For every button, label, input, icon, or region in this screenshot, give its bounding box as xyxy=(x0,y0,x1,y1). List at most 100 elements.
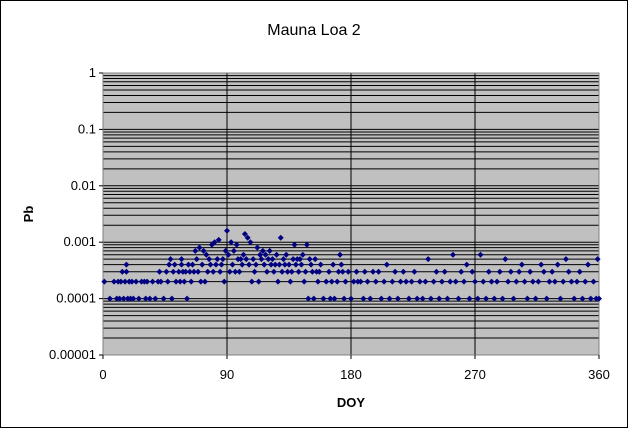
data-point xyxy=(188,278,195,285)
data-point xyxy=(447,278,454,285)
data-point xyxy=(408,278,415,285)
data-point xyxy=(507,268,514,275)
data-point xyxy=(353,268,360,275)
data-point xyxy=(331,295,338,302)
data-point xyxy=(416,278,423,285)
data-point xyxy=(419,295,426,302)
data-point xyxy=(360,295,367,302)
data-point xyxy=(438,278,445,285)
data-point xyxy=(203,251,210,258)
data-point xyxy=(303,241,310,248)
x-axis-label: DOY xyxy=(337,395,366,410)
data-point xyxy=(265,256,272,263)
data-point xyxy=(192,247,199,254)
data-point xyxy=(200,247,207,254)
data-point xyxy=(554,261,561,268)
data-point xyxy=(510,295,517,302)
data-point xyxy=(414,295,421,302)
y-tick-label: 0.01 xyxy=(71,178,96,193)
data-point xyxy=(306,256,313,263)
data-point xyxy=(133,278,140,285)
data-point xyxy=(505,278,512,285)
data-point xyxy=(156,268,163,275)
data-point xyxy=(339,268,346,275)
data-point xyxy=(284,268,291,275)
x-tick-label: 0 xyxy=(99,367,106,382)
data-point xyxy=(338,261,345,268)
data-point xyxy=(538,261,545,268)
data-point xyxy=(422,278,429,285)
data-point xyxy=(164,278,171,285)
data-point xyxy=(386,295,393,302)
data-point xyxy=(543,295,550,302)
data-points xyxy=(101,227,602,302)
data-point xyxy=(472,278,478,285)
data-point xyxy=(308,261,315,268)
data-point xyxy=(433,268,440,275)
data-point xyxy=(596,295,602,302)
data-point xyxy=(594,256,601,263)
data-point xyxy=(582,278,589,285)
data-point xyxy=(485,268,492,275)
data-point xyxy=(120,295,127,302)
y-axis-label: Pb xyxy=(21,206,36,223)
data-point xyxy=(370,268,377,275)
data-point xyxy=(341,295,348,302)
data-point xyxy=(204,268,211,275)
data-point xyxy=(279,268,286,275)
data-point xyxy=(345,268,352,275)
y-tick-label: 1 xyxy=(89,65,96,80)
data-point xyxy=(436,295,443,302)
data-point xyxy=(584,261,591,268)
data-point xyxy=(270,268,277,275)
data-point xyxy=(178,261,185,268)
data-point xyxy=(295,268,302,275)
data-point xyxy=(310,295,317,302)
data-point xyxy=(314,278,321,285)
data-point xyxy=(400,268,407,275)
data-point xyxy=(320,295,327,302)
data-point xyxy=(211,239,218,246)
data-point xyxy=(590,278,597,285)
data-point xyxy=(152,295,159,302)
data-point xyxy=(277,234,284,241)
data-point xyxy=(524,295,531,302)
data-point xyxy=(328,278,335,285)
data-point xyxy=(357,278,364,285)
data-point xyxy=(157,278,164,285)
data-point xyxy=(240,251,247,258)
data-point xyxy=(383,261,390,268)
data-point xyxy=(298,261,305,268)
data-point xyxy=(469,268,476,275)
data-point xyxy=(232,268,239,275)
data-point xyxy=(587,295,594,302)
data-point xyxy=(173,278,180,285)
data-point xyxy=(116,295,123,302)
data-point xyxy=(144,278,151,285)
data-point xyxy=(576,268,583,275)
data-point xyxy=(292,261,299,268)
data-point xyxy=(364,278,371,285)
data-point xyxy=(254,244,261,251)
chart-title: Mauna Loa 2 xyxy=(267,22,361,39)
data-point xyxy=(571,295,578,302)
data-point xyxy=(562,256,569,263)
data-point xyxy=(521,278,528,285)
data-point xyxy=(579,295,586,302)
data-point xyxy=(557,295,564,302)
data-point xyxy=(199,261,206,268)
data-point xyxy=(372,278,379,285)
data-point xyxy=(291,241,298,248)
y-tick-label: 0.00001 xyxy=(49,347,96,362)
data-point xyxy=(123,261,130,268)
data-point xyxy=(163,268,170,275)
data-point xyxy=(312,256,319,263)
data-point xyxy=(405,295,412,302)
x-tick-label: 180 xyxy=(340,367,362,382)
data-point xyxy=(565,268,572,275)
data-point xyxy=(233,241,240,248)
data-point xyxy=(101,278,108,285)
data-point xyxy=(266,247,273,254)
data-point xyxy=(549,268,556,275)
data-point xyxy=(117,278,124,285)
